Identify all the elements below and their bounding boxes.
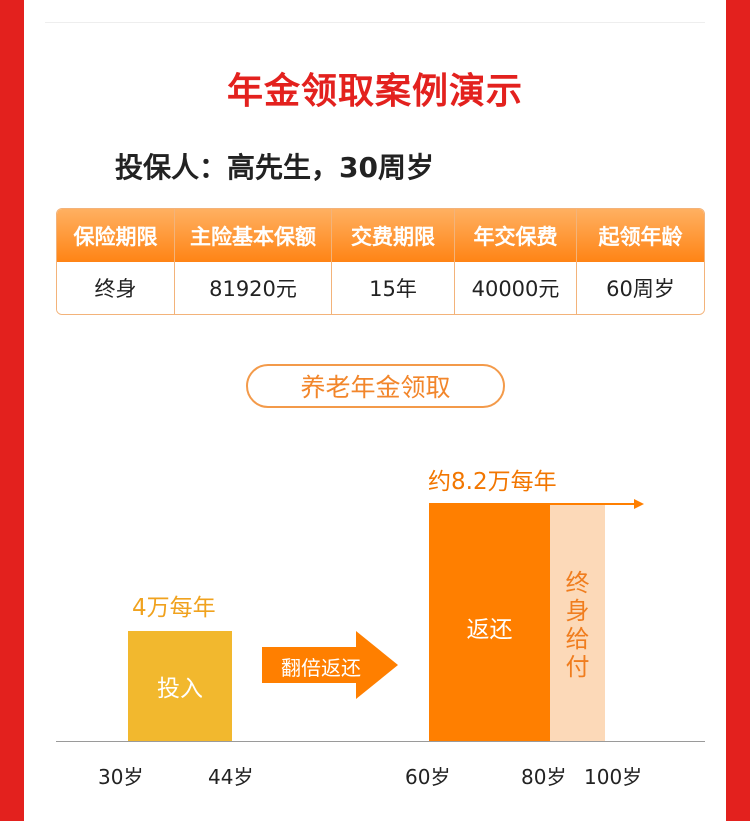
section-title-pill: 养老年金领取 [246,364,505,408]
page-title: 年金领取案例演示 [226,71,523,112]
header-cell-start-age: 起领年龄 [598,224,683,249]
lifetime-bar-label: 终身给付 [565,569,590,681]
lifetime-bar: 终身给付 [550,505,605,741]
arrow-label: 翻倍返还 [281,656,361,680]
header-cell-sum-insured: 主险基本保额 [175,209,332,262]
invest-bar: 投入 [128,631,232,741]
invest-bar-label: 投入 [157,676,203,702]
value-cell-annual-premium: 40000元 [455,262,577,314]
header-cell-payment-term: 交费期限 [332,209,455,262]
lifetime-arrow-head [634,499,644,509]
double-return-arrow [262,631,398,699]
payout-bar: 返还 [429,503,550,741]
age-label-60: 60岁 [405,765,451,789]
policy-table-row: 终身 81920元 15年 40000元 60周岁 [57,262,704,314]
top-divider [45,22,705,23]
value-cell-start-age: 60周岁 [606,277,675,301]
policy-table-header: 保险期限 主险基本保额 交费期限 年交保费 起领年龄 [57,209,704,262]
header-cell-annual-premium: 年交保费 [455,209,577,262]
value-cell-payment-term: 15年 [332,262,455,314]
policy-table: 保险期限 主险基本保额 交费期限 年交保费 起领年龄 终身 81920元 15年… [56,208,705,315]
section-title: 养老年金领取 [300,373,451,402]
payout-bar-label: 返还 [466,617,513,643]
insured-info: 投保人：高先生，30周岁 [115,151,434,184]
age-label-100: 100岁 [584,765,643,789]
timeline-baseline [56,741,705,742]
age-label-44: 44岁 [208,765,254,789]
invest-amount-label: 4万每年 [132,595,216,621]
value-cell-sum-insured: 81920元 [175,262,332,314]
value-cell-term: 终身 [57,262,175,314]
age-label-80: 80岁 [521,765,567,789]
payout-amount-label: 约8.2万每年 [428,469,557,495]
age-label-30: 30岁 [98,765,144,789]
header-cell-term: 保险期限 [57,209,175,262]
lifetime-arrow [550,499,644,509]
arrow-shape [262,631,398,699]
